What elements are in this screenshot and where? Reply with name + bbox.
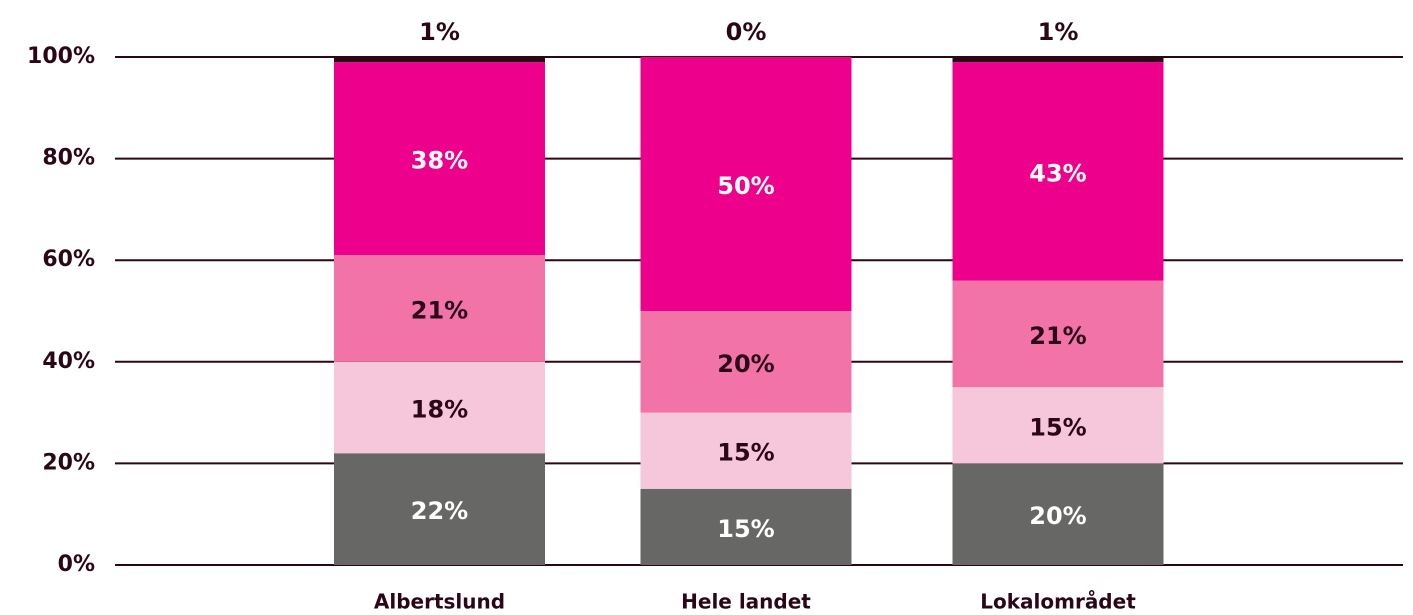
y-tick-label: 20% <box>42 450 95 475</box>
value-label: 1% <box>1038 18 1079 46</box>
bar-segment <box>952 62 1164 281</box>
bar-segment <box>640 57 852 311</box>
value-label: 15% <box>717 515 774 543</box>
bar-segment <box>640 412 852 489</box>
y-tick-label: 80% <box>42 146 95 171</box>
x-tick-label: Albertslund <box>374 590 505 614</box>
value-label: 20% <box>1029 502 1086 530</box>
bar-segment <box>952 280 1164 388</box>
bar-segment <box>334 361 545 454</box>
bar-segment <box>334 57 545 63</box>
value-label: 1% <box>419 18 460 46</box>
bar-segment <box>640 311 852 413</box>
value-label: 43% <box>1029 159 1086 187</box>
value-label: 21% <box>1029 322 1086 350</box>
bar-segment <box>334 62 545 256</box>
y-tick-label: 60% <box>42 247 95 272</box>
value-label: 50% <box>717 172 774 200</box>
value-label: 20% <box>717 350 774 378</box>
y-tick-label: 0% <box>58 552 95 577</box>
bar-segment <box>334 255 545 362</box>
value-label: 15% <box>1029 413 1086 441</box>
value-label: 0% <box>726 18 767 46</box>
value-label: 18% <box>411 396 468 424</box>
value-label: 38% <box>411 147 468 175</box>
value-label: 22% <box>411 497 468 525</box>
bar-segment <box>952 387 1164 464</box>
y-tick-label: 100% <box>27 44 95 69</box>
y-tick-label: 40% <box>42 349 95 374</box>
bar-segment <box>334 453 545 565</box>
x-tick-label: Hele landet <box>681 590 811 614</box>
value-label: 15% <box>717 439 774 467</box>
bar-segment <box>952 463 1164 565</box>
bar-segment <box>640 488 852 565</box>
value-label: 21% <box>411 296 468 324</box>
bar-segment <box>952 57 1164 63</box>
x-tick-label: Lokalområdet <box>980 590 1136 614</box>
